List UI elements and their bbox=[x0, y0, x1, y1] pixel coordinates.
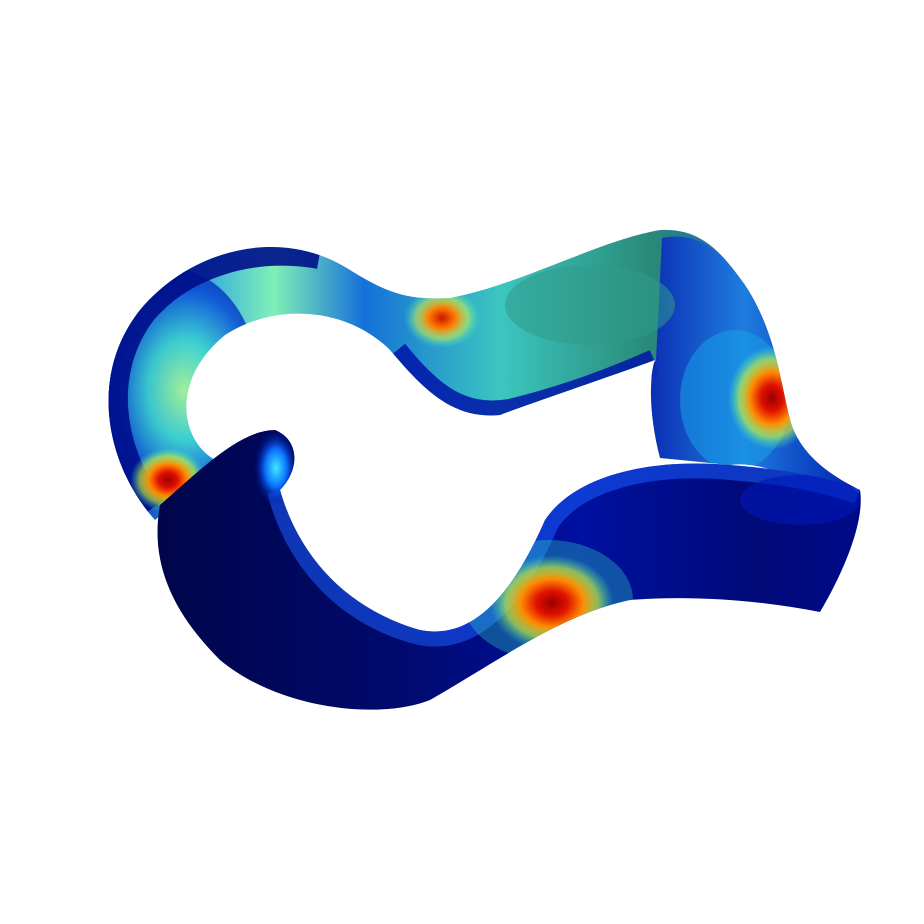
ribbon-lower-band bbox=[157, 430, 861, 710]
